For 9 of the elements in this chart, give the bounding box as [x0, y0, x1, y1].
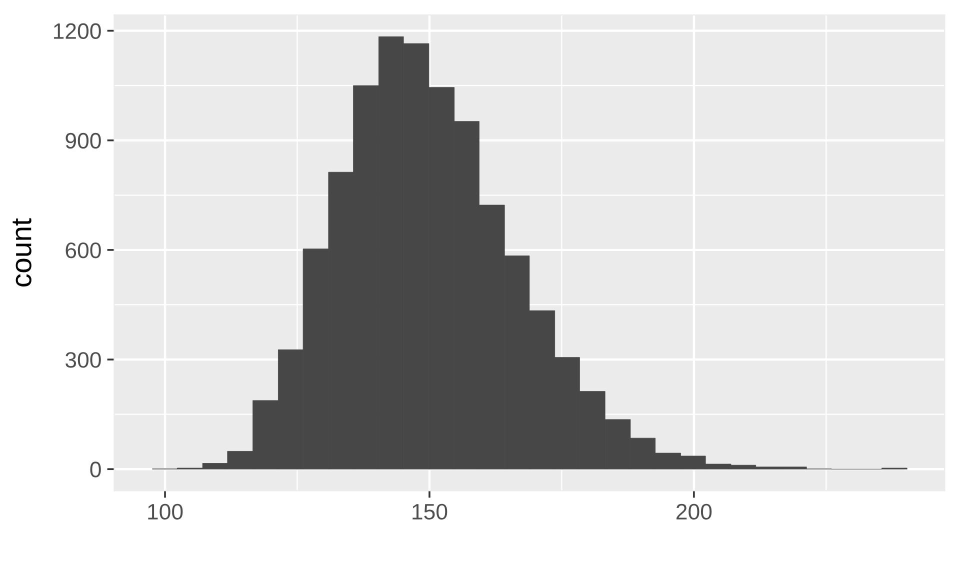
x-tick-label: 150: [412, 504, 448, 520]
x-tick-label: 200: [676, 504, 712, 520]
x-tick-label: 100: [148, 504, 183, 520]
y-tick-label: 600: [66, 242, 101, 258]
y-axis-title: count: [12, 218, 32, 286]
y-tick-label: 1200: [54, 23, 101, 40]
y-tick-label: 300: [66, 352, 101, 368]
y-tick-label: 0: [90, 462, 101, 478]
y-tick-label: 900: [66, 132, 101, 149]
